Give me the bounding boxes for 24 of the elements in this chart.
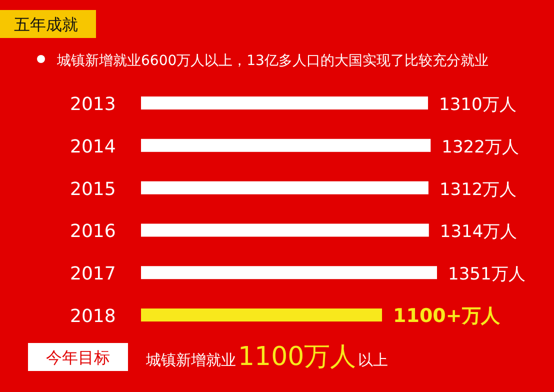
y-tick-label: 2017 bbox=[70, 264, 116, 285]
y-tick-label: 2013 bbox=[70, 94, 116, 115]
bar bbox=[141, 308, 382, 322]
y-tick-label: 2015 bbox=[70, 178, 116, 200]
text: 1100万人 bbox=[238, 342, 356, 372]
y-tick-label: 2016 bbox=[70, 221, 116, 242]
text: 城镇新增就业 bbox=[145, 351, 236, 369]
y-tick-label: 2018 bbox=[70, 306, 116, 327]
data-label: 1314万人 bbox=[440, 222, 518, 242]
bar bbox=[141, 138, 431, 152]
data-label: 1351万人 bbox=[448, 264, 526, 285]
y-tick-label: 2014 bbox=[70, 136, 116, 158]
bar bbox=[141, 224, 429, 237]
text: 今年目标 bbox=[46, 348, 110, 367]
chart-title: 五年成就 bbox=[14, 15, 78, 34]
text: 以上 bbox=[358, 351, 388, 369]
bar bbox=[141, 96, 428, 110]
chart-subtitle: 城镇新增就业6600万人以上，13亿多人口的大国实现了比较充分就业 bbox=[56, 53, 488, 69]
data-label: 1312万人 bbox=[439, 180, 517, 200]
data-label: 1310万人 bbox=[439, 95, 516, 115]
data-label: 1322万人 bbox=[442, 137, 519, 158]
bar bbox=[141, 181, 428, 194]
data-label: 1100+万人 bbox=[393, 305, 501, 327]
bar bbox=[141, 266, 437, 280]
